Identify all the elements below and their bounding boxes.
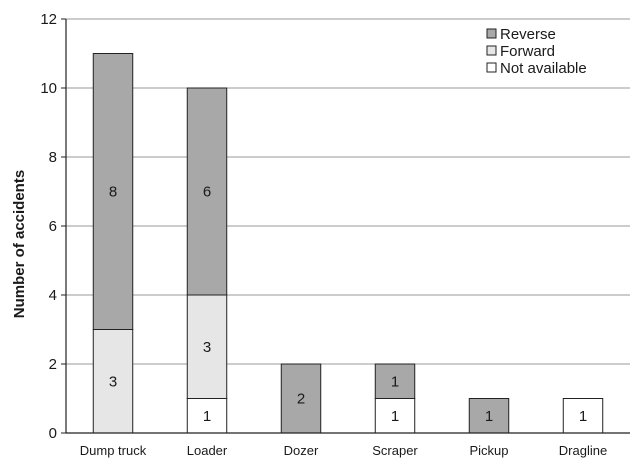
- data-label: 3: [203, 339, 211, 356]
- y-tick-label: 0: [49, 425, 57, 442]
- y-tick-label: 2: [49, 356, 57, 373]
- x-category-label: Scraper: [372, 443, 418, 458]
- grid-lines: [66, 18, 630, 365]
- data-label: 1: [579, 408, 587, 425]
- y-tick-label: 4: [49, 287, 57, 304]
- legend-swatch: [486, 45, 497, 56]
- x-category-label: Dozer: [284, 443, 319, 458]
- bar-segment-not-available: [374, 398, 416, 434]
- data-label: 1: [485, 408, 493, 425]
- y-tick-label: 8: [49, 149, 57, 166]
- y-tick-label: 10: [40, 80, 57, 97]
- data-label: 6: [203, 184, 211, 201]
- bar-segment-reverse: [186, 87, 228, 296]
- legend-swatch: [486, 28, 497, 39]
- bar-segment-not-available: [186, 398, 228, 434]
- data-label: 3: [109, 373, 117, 390]
- data-label: 1: [391, 373, 399, 390]
- legend-background: [483, 20, 623, 77]
- legend-label: Reverse: [500, 26, 556, 43]
- y-axis-title: Number of accidents: [11, 170, 28, 318]
- legend-label: Not available: [500, 60, 587, 77]
- bar-segment-reverse: [280, 363, 322, 434]
- bar-segment-reverse: [92, 53, 134, 330]
- data-label: 2: [297, 391, 305, 408]
- bar-segment-not-available: [562, 398, 604, 434]
- y-tick-label: 6: [49, 218, 57, 235]
- legend-label: Forward: [500, 43, 555, 60]
- x-category-label: Dragline: [559, 443, 607, 458]
- data-label: 1: [203, 408, 211, 425]
- x-category-label: Loader: [187, 443, 228, 458]
- x-category-label: Pickup: [469, 443, 508, 458]
- x-category-label: Dump truck: [80, 443, 147, 458]
- y-tick-label: 12: [40, 11, 57, 28]
- legend-swatch: [486, 62, 497, 73]
- bar-segment-reverse: [374, 363, 416, 399]
- data-label: 1: [391, 408, 399, 425]
- data-label: 8: [109, 184, 117, 201]
